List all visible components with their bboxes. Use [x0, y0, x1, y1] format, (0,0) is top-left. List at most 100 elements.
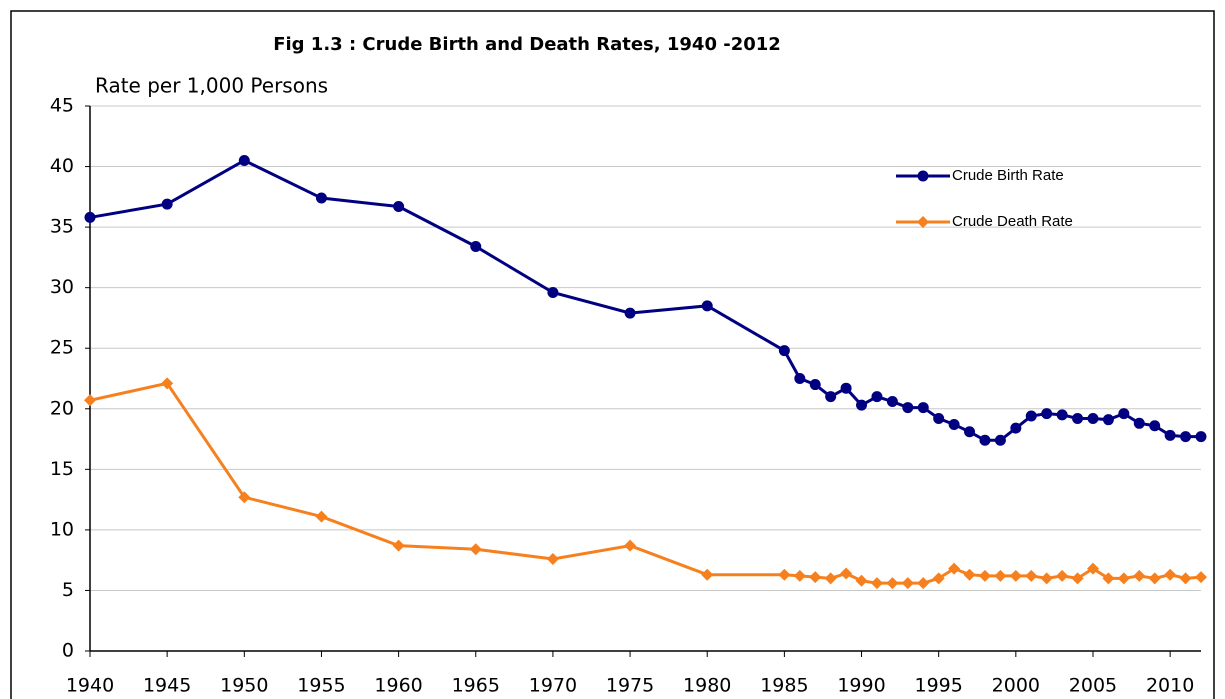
data-point — [1164, 429, 1176, 441]
data-point — [470, 240, 482, 252]
data-point — [994, 434, 1006, 446]
data-point — [1087, 412, 1099, 424]
data-point — [161, 377, 174, 390]
data-point — [870, 577, 883, 590]
data-point — [1010, 422, 1022, 434]
data-point — [1009, 569, 1022, 582]
data-point — [948, 562, 961, 575]
data-point — [1195, 571, 1207, 584]
x-tick-label: 1965 — [452, 675, 500, 697]
x-tick-label: 1980 — [683, 675, 731, 697]
data-point — [948, 419, 960, 431]
legend-label: Crude Birth Rate — [952, 167, 1064, 184]
data-point — [701, 300, 713, 312]
x-tick-label: 1960 — [374, 675, 422, 697]
data-point — [932, 572, 945, 585]
data-point — [871, 391, 883, 403]
data-point — [778, 345, 790, 357]
x-tick-label: 1950 — [220, 675, 268, 697]
data-point — [809, 379, 821, 391]
data-point — [824, 572, 837, 585]
data-point — [840, 567, 853, 580]
legend-marker — [917, 170, 929, 182]
data-point — [84, 211, 96, 223]
data-point — [1180, 431, 1192, 443]
data-point — [1118, 408, 1130, 420]
data-point — [1102, 572, 1115, 585]
series-line — [89, 158, 1201, 442]
data-point — [1041, 408, 1053, 420]
data-point — [902, 402, 914, 414]
data-point — [979, 434, 991, 446]
data-point — [393, 201, 405, 213]
data-point — [315, 192, 327, 204]
data-point — [1179, 572, 1192, 585]
x-tick-label: 2005 — [1069, 675, 1117, 697]
x-tick-label: 1970 — [529, 675, 577, 697]
data-point — [994, 569, 1007, 582]
data-point — [84, 394, 96, 407]
data-point — [917, 402, 929, 414]
x-tick-label: 1945 — [143, 675, 191, 697]
y-tick-label: 25 — [50, 337, 74, 359]
data-point — [1025, 569, 1038, 582]
data-point — [794, 373, 806, 384]
y-tick-label: 40 — [50, 155, 74, 177]
y-tick-label: 20 — [50, 397, 74, 419]
data-point — [963, 568, 976, 581]
x-tick-label: 1940 — [66, 675, 114, 697]
data-point — [933, 412, 945, 424]
y-tick-label: 5 — [62, 579, 74, 601]
data-point — [778, 568, 791, 581]
data-point — [856, 399, 868, 411]
x-tick-label: 1995 — [915, 675, 963, 697]
data-point — [161, 198, 173, 210]
data-point — [1040, 572, 1053, 585]
data-point — [1148, 572, 1161, 585]
data-point — [1117, 572, 1130, 585]
x-tick-label: 2000 — [992, 675, 1040, 697]
x-tick-label: 1990 — [837, 675, 885, 697]
data-point — [1102, 414, 1114, 426]
data-point — [1149, 420, 1161, 432]
y-tick-label: 0 — [62, 640, 74, 662]
data-point — [1025, 410, 1037, 422]
data-point — [315, 510, 328, 523]
legend-label: Crude Death Rate — [952, 213, 1073, 230]
y-tick-label: 35 — [50, 216, 74, 238]
x-tick-label: 1955 — [297, 675, 345, 697]
data-point — [1056, 569, 1069, 582]
data-point — [547, 287, 559, 299]
data-point — [825, 391, 837, 403]
data-point — [546, 552, 559, 565]
chart-border — [10, 10, 1215, 699]
data-point — [1086, 562, 1099, 575]
data-point — [1195, 431, 1207, 443]
data-point — [624, 307, 636, 319]
x-tick-label: 1985 — [760, 675, 808, 697]
data-point — [624, 539, 637, 552]
y-tick-label: 30 — [50, 276, 74, 298]
data-point — [886, 396, 898, 408]
legend-marker — [917, 216, 929, 228]
data-point — [1056, 409, 1068, 421]
data-point — [392, 539, 405, 552]
data-point — [886, 577, 899, 590]
data-point — [238, 491, 251, 504]
data-point — [1071, 572, 1084, 585]
data-point — [1133, 417, 1145, 429]
x-tick-label: 1975 — [606, 675, 654, 697]
data-point — [840, 382, 852, 394]
y-tick-label: 45 — [50, 95, 74, 117]
data-point — [809, 571, 822, 584]
data-point — [901, 577, 914, 590]
data-point — [238, 155, 250, 166]
y-axis-label: Rate per 1,000 Persons — [95, 74, 328, 98]
x-tick-label: 2010 — [1146, 675, 1194, 697]
data-point — [793, 569, 806, 582]
data-point — [1164, 568, 1177, 581]
data-point — [917, 577, 930, 590]
data-point — [855, 574, 868, 587]
